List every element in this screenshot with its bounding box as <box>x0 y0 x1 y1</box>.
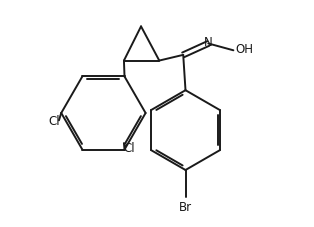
Text: Br: Br <box>178 200 192 214</box>
Text: N: N <box>204 35 213 49</box>
Text: Cl: Cl <box>123 141 135 154</box>
Text: OH: OH <box>236 42 254 55</box>
Text: Cl: Cl <box>48 115 60 128</box>
